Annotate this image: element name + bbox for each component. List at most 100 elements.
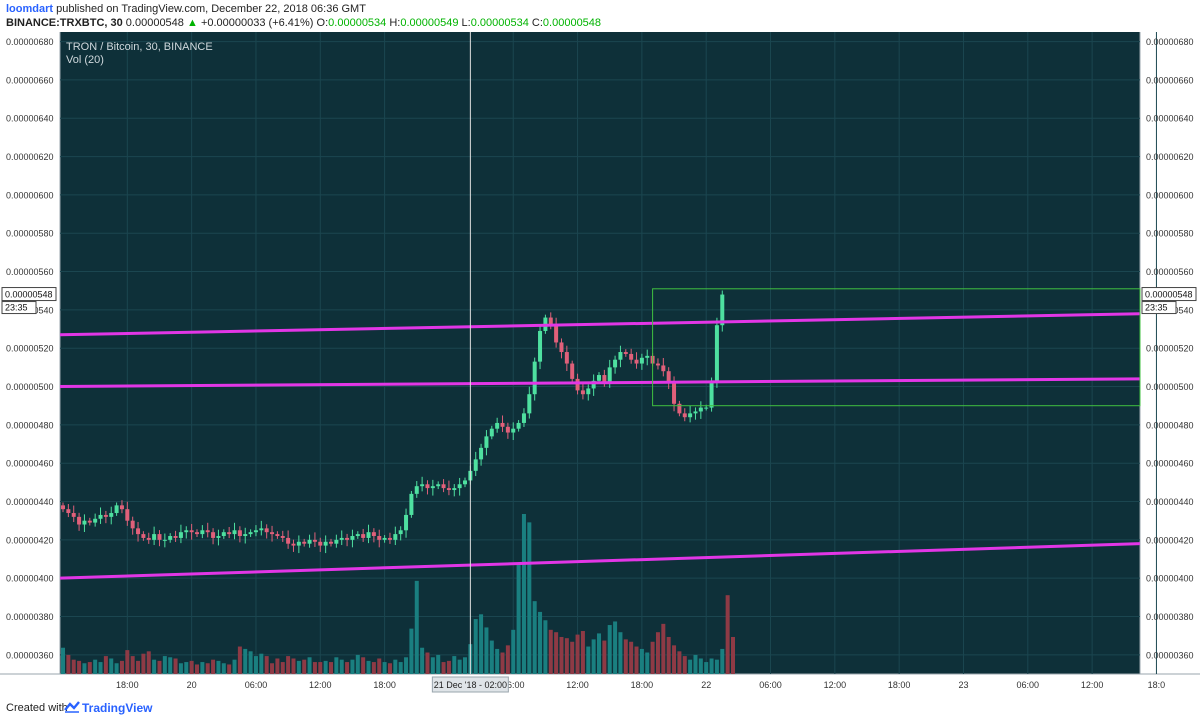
- candle-body: [136, 528, 141, 535]
- volume-bar: [253, 656, 258, 674]
- price-change: +0.00000033 (+6.41%): [200, 17, 314, 29]
- candle-body: [457, 484, 462, 489]
- time-tick-label: 20: [187, 680, 197, 690]
- volume-bar: [103, 656, 108, 674]
- candle-body: [693, 411, 698, 414]
- candle-body: [205, 530, 210, 533]
- candle-body: [211, 532, 216, 538]
- candle-body: [414, 486, 419, 494]
- candle-body: [618, 352, 623, 360]
- candle-body: [479, 447, 484, 460]
- volume-bar: [639, 648, 644, 674]
- time-tick-label: 23: [958, 680, 968, 690]
- candle-body: [559, 342, 564, 353]
- candle-body: [564, 352, 569, 364]
- candle-body: [334, 539, 339, 544]
- volume-bar: [425, 652, 430, 674]
- high-label: H:: [389, 17, 401, 29]
- close-value: 0.00000548: [542, 17, 602, 29]
- candle-body: [350, 536, 355, 540]
- tradingview-brand[interactable]: TradingView: [82, 701, 153, 715]
- time-tick-label: 06:00: [1017, 680, 1040, 690]
- volume-bar: [211, 659, 216, 674]
- chart-footer: Created with TradingView: [0, 696, 1200, 720]
- candle-body: [200, 530, 205, 535]
- volume-bar: [463, 657, 467, 674]
- candle-body: [575, 378, 580, 391]
- candle-body: [178, 532, 183, 538]
- volume-bar: [409, 628, 414, 674]
- volume-bar: [377, 658, 382, 674]
- volume-bar: [420, 647, 425, 674]
- volume-bar: [109, 658, 114, 674]
- volume-bar: [634, 646, 639, 674]
- candle-body: [521, 413, 526, 423]
- volume-bar: [666, 636, 671, 674]
- candle-body: [634, 359, 639, 364]
- volume-bar: [152, 659, 157, 674]
- price-tick-right: 0.00000360: [1146, 650, 1194, 660]
- volume-bar: [441, 662, 446, 674]
- volume-bar: [404, 657, 409, 674]
- volume-bar: [393, 659, 398, 674]
- change-arrow-icon: ▲: [186, 17, 198, 29]
- volume-bar: [248, 651, 253, 674]
- candle-body: [259, 528, 264, 531]
- price-tick-right: 0.00000500: [1146, 382, 1194, 392]
- candle-body: [302, 541, 307, 544]
- candle-body: [339, 537, 344, 540]
- time-tick-label: 18:00: [373, 680, 396, 690]
- candle-body: [98, 514, 103, 519]
- candle-body: [361, 534, 366, 538]
- volume-bar: [511, 629, 516, 674]
- volume-bar: [586, 646, 591, 674]
- volume-bar: [221, 663, 226, 674]
- price-tick-right: 0.00000400: [1146, 574, 1194, 584]
- candle-body: [312, 539, 317, 542]
- time-tick-label: 18:0: [1148, 680, 1166, 690]
- volume-bar: [548, 629, 553, 674]
- volume-indicator-label[interactable]: Vol (20): [66, 54, 104, 66]
- volume-bar: [168, 657, 173, 674]
- candle-body: [511, 428, 516, 433]
- candle-body: [586, 388, 591, 395]
- volume-bar: [473, 619, 478, 674]
- candle-body: [602, 375, 607, 383]
- candle-body: [436, 484, 441, 487]
- author-link[interactable]: loomdart: [6, 3, 54, 15]
- price-tick-left: 0.00000400: [6, 574, 54, 584]
- volume-bar: [296, 660, 301, 674]
- volume-bar: [457, 659, 462, 674]
- volume-bar: [130, 656, 135, 674]
- volume-bar: [280, 662, 285, 674]
- volume-bar: [645, 652, 650, 674]
- time-axis-panel: [0, 674, 1200, 696]
- volume-bar: [677, 651, 682, 674]
- candle-body: [613, 359, 618, 368]
- time-tick-label: 06:00: [245, 680, 268, 690]
- price-tick-left: 0.00000580: [6, 229, 54, 239]
- price-tick-left: 0.00000520: [6, 344, 54, 354]
- candle-body: [61, 505, 65, 510]
- candle-body: [227, 532, 232, 535]
- volume-bar: [232, 659, 237, 674]
- candle-body: [248, 532, 253, 535]
- candle-body: [623, 352, 628, 354]
- volume-bar: [141, 653, 146, 674]
- volume-bar: [93, 659, 98, 674]
- volume-bar: [227, 664, 232, 674]
- candle-body: [146, 537, 151, 540]
- volume-bar: [623, 639, 628, 674]
- candle-body: [580, 390, 585, 395]
- price-chart[interactable]: 0.00000360 0.00000360 0.00000380 0.00000380…: [0, 32, 1200, 696]
- volume-bar: [361, 657, 366, 674]
- volume-bar: [162, 656, 167, 674]
- volume-bar: [495, 648, 500, 674]
- candle-body: [355, 534, 360, 537]
- candle-body: [71, 513, 76, 517]
- time-tick-label: 18:00: [888, 680, 911, 690]
- volume-bar: [339, 659, 344, 674]
- volume-bar: [82, 663, 87, 674]
- open-label: O:: [316, 17, 329, 29]
- price-tick-right: 0.00000380: [1146, 612, 1194, 622]
